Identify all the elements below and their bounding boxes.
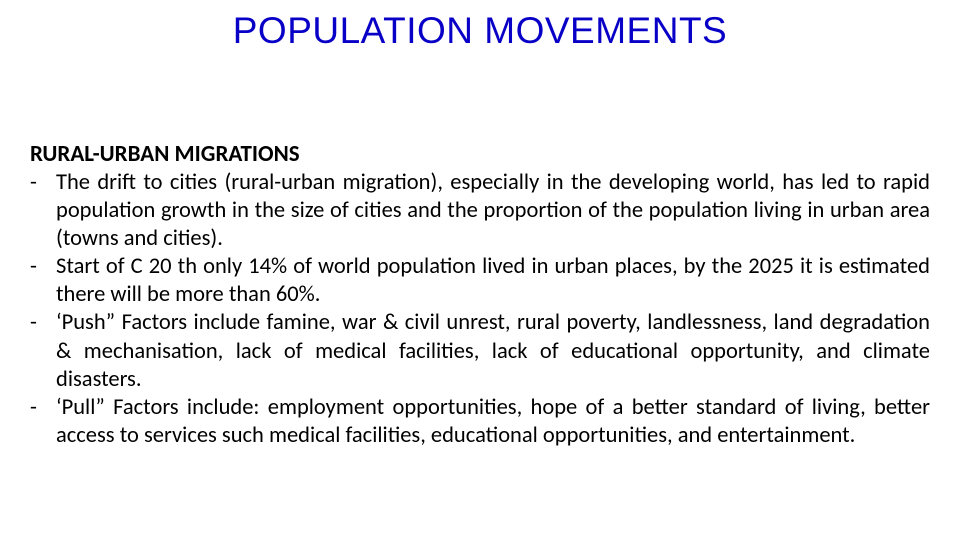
bullet-text: ‘Pull” Factors include: employment oppor…	[56, 394, 930, 450]
bullet-text: The drift to cities (rural-urban migrati…	[56, 169, 930, 253]
slide: POPULATION MOVEMENTS RURAL-URBAN MIGRATI…	[0, 0, 960, 540]
list-item: - ‘Pull” Factors include: employment opp…	[30, 394, 930, 450]
bullet-text: Start of C 20 th only 14% of world popul…	[56, 253, 930, 309]
bullet-dash-icon: -	[30, 394, 56, 422]
slide-title: POPULATION MOVEMENTS	[0, 10, 960, 52]
subheading: RURAL-URBAN MIGRATIONS	[30, 140, 930, 169]
slide-body: RURAL-URBAN MIGRATIONS - The drift to ci…	[30, 140, 930, 450]
bullet-dash-icon: -	[30, 309, 56, 337]
list-item: - The drift to cities (rural-urban migra…	[30, 169, 930, 253]
bullet-text: ‘Push” Factors include famine, war & civ…	[56, 309, 930, 393]
list-item: - ‘Push” Factors include famine, war & c…	[30, 309, 930, 393]
bullet-dash-icon: -	[30, 253, 56, 281]
bullet-dash-icon: -	[30, 169, 56, 197]
list-item: - Start of C 20 th only 14% of world pop…	[30, 253, 930, 309]
